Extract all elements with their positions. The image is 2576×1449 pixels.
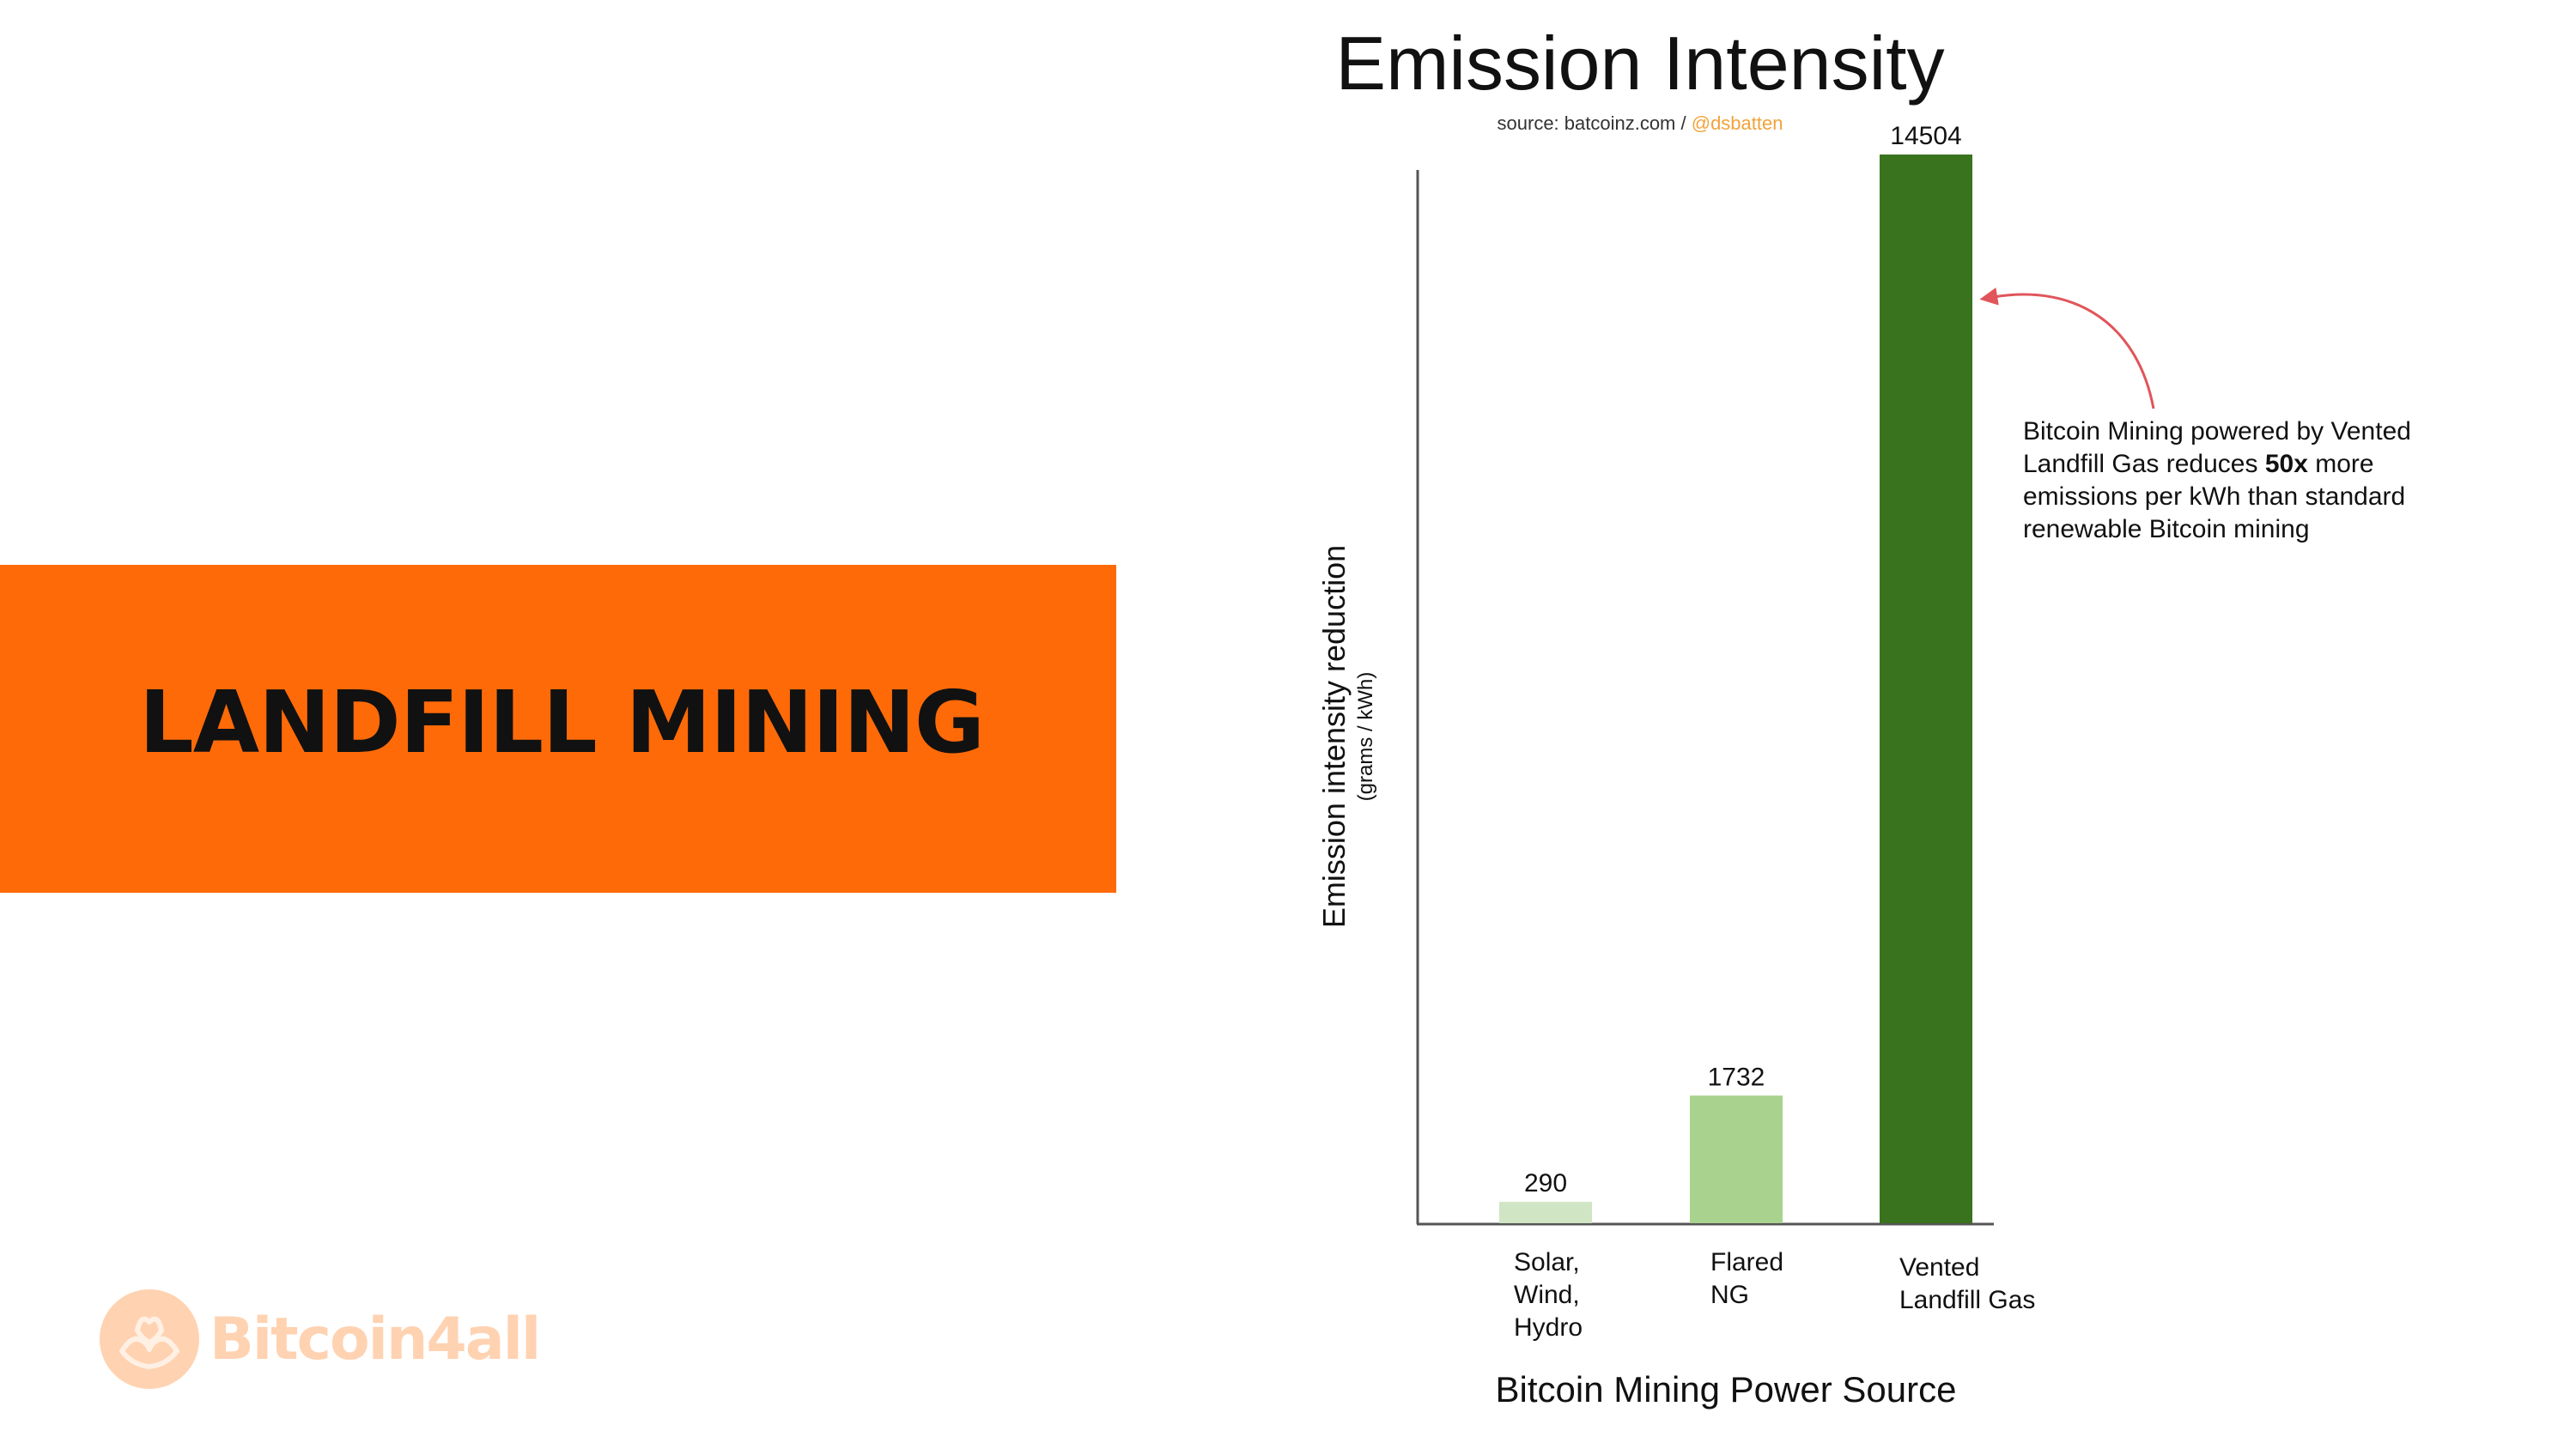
source-handle: @dsbatten xyxy=(1691,112,1783,134)
chart-source: source: batcoinz.com / @dsbatten xyxy=(1322,112,1958,135)
banner-title: LANDFILL MINING xyxy=(139,672,985,773)
annotation-text-before: Bitcoin Mining powered by Vented Landfil… xyxy=(2023,417,2411,478)
bars-group: 290 Solar, Wind, Hydro 1732 Flared NG 14504 Vent… xyxy=(1499,122,2035,1342)
annotation-emphasis: 50x xyxy=(2264,450,2308,478)
bar-value-label-2: 14504 xyxy=(1890,122,1961,150)
category-label-0-2: Hydro xyxy=(1514,1313,1583,1342)
source-prefix: source: batcoinz.com / xyxy=(1497,112,1692,134)
bar-value-label-0: 290 xyxy=(1524,1169,1567,1197)
bar-value-label-1: 1732 xyxy=(1708,1063,1765,1091)
y-axis-label-group: Emission intensity reduction (grams / kW… xyxy=(1316,545,1377,928)
title-banner: LANDFILL MINING xyxy=(0,565,1116,893)
y-axis-label: Emission intensity reduction xyxy=(1316,545,1352,928)
bar-0 xyxy=(1499,1202,1592,1223)
category-label-0-0: Solar, xyxy=(1514,1248,1580,1276)
annotation-arrow xyxy=(1979,287,2155,409)
bitcoin4all-logo: Bitcoin4all xyxy=(98,1288,541,1391)
bar-2 xyxy=(1880,155,1972,1223)
bar-1 xyxy=(1690,1095,1783,1223)
category-label-1-0: Flared xyxy=(1710,1248,1783,1276)
logo-text: Bitcoin4all xyxy=(210,1305,541,1373)
category-label-1-1: NG xyxy=(1710,1281,1749,1309)
category-label-2-0: Vented xyxy=(1899,1253,1979,1282)
y-axis-unit: (grams / kWh) xyxy=(1354,672,1377,802)
annotation-text-after: more emissions per kWh than standard ren… xyxy=(2023,450,2406,543)
x-axis-label: Bitcoin Mining Power Source xyxy=(1496,1369,1957,1410)
category-label-0-1: Wind, xyxy=(1514,1281,1580,1309)
annotation-text: Bitcoin Mining powered by Vented Landfil… xyxy=(2023,415,2427,546)
category-label-2-1: Landfill Gas xyxy=(1899,1286,2035,1314)
hands-heart-icon xyxy=(100,1289,199,1389)
chart-title: Emission Intensity xyxy=(1335,21,1945,106)
